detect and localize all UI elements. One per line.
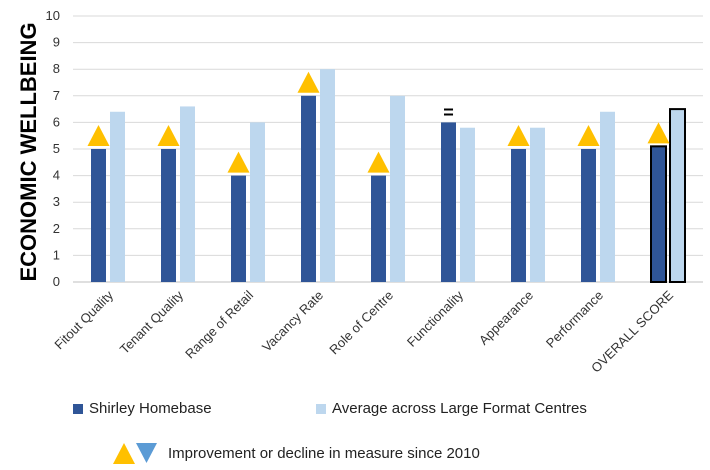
x-category-label: Tenant Quality xyxy=(117,287,187,357)
change-markers: = xyxy=(87,71,670,173)
bar-shirley xyxy=(301,95,316,282)
x-category-label: Vacancy Rate xyxy=(259,288,326,355)
x-category-label: Performance xyxy=(543,288,606,351)
y-tick-label: 9 xyxy=(53,35,60,50)
legend-swatch-average xyxy=(316,403,326,414)
y-tick-label: 4 xyxy=(53,168,60,183)
bar-average xyxy=(110,111,125,282)
bar-average xyxy=(390,95,405,282)
bar-average xyxy=(600,111,615,282)
y-tick-label: 10 xyxy=(46,8,60,23)
bar-average xyxy=(530,127,545,282)
up-triangle-icon xyxy=(227,151,250,173)
gridlines xyxy=(73,15,703,283)
x-category-label: Appearance xyxy=(476,288,536,348)
bar-average xyxy=(250,122,265,283)
bar-shirley xyxy=(441,122,456,283)
bars xyxy=(91,69,686,283)
legend-marker-note: Improvement or decline in measure since … xyxy=(112,440,480,466)
legend-marker-note-text: Improvement or decline in measure since … xyxy=(168,444,480,462)
bar-shirley xyxy=(511,149,526,282)
y-tick-label: 6 xyxy=(53,114,60,129)
up-triangle-icon xyxy=(113,443,135,464)
down-triangle-icon xyxy=(136,443,157,463)
bar-shirley xyxy=(371,175,386,282)
bar-shirley xyxy=(161,149,176,282)
legend-label-shirley: Shirley Homebase xyxy=(89,400,212,417)
up-triangle-icon xyxy=(157,125,180,146)
bar-shirley xyxy=(91,149,106,282)
y-tick-label: 0 xyxy=(53,274,60,289)
up-triangle-icon xyxy=(297,71,320,93)
x-category-label: Functionality xyxy=(404,287,467,350)
bar-average xyxy=(320,69,335,282)
legend-label-average: Average across Large Format Centres xyxy=(332,400,587,417)
legend-swatch-shirley xyxy=(73,403,83,414)
legend-series-1: Shirley Homebase xyxy=(73,400,212,417)
y-tick-label: 8 xyxy=(53,61,60,76)
y-tick-label: 5 xyxy=(53,141,60,156)
y-axis-label: ECONOMIC WELLBEING xyxy=(16,22,41,281)
x-category-label: Fitout Quality xyxy=(51,287,116,352)
y-tick-label: 2 xyxy=(53,221,60,236)
up-triangle-icon xyxy=(87,125,110,146)
bar-shirley xyxy=(581,149,596,282)
y-tick-label: 1 xyxy=(53,247,60,262)
up-triangle-icon xyxy=(577,125,600,146)
up-triangle-icon xyxy=(647,122,670,144)
equal-icon: = xyxy=(443,102,454,122)
bar-average xyxy=(669,108,686,283)
bar-average xyxy=(460,127,475,282)
legend-series-2: Average across Large Format Centres xyxy=(316,400,587,417)
bar-shirley xyxy=(650,145,667,283)
up-triangle-icon xyxy=(367,151,390,173)
x-category-label: Range of Retail xyxy=(182,287,256,361)
y-tick-label: 3 xyxy=(53,194,60,209)
up-triangle-icon xyxy=(507,125,530,146)
y-axis-ticks: 0 1 2 3 4 5 6 7 8 9 10 xyxy=(46,8,60,289)
bar-average xyxy=(180,106,195,282)
y-tick-label: 7 xyxy=(53,88,60,103)
x-category-label: Role of Centre xyxy=(326,288,396,358)
legend-marker-icons xyxy=(113,443,157,464)
bar-shirley xyxy=(231,175,246,282)
